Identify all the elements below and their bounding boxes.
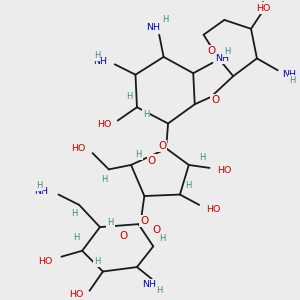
- Text: HO: HO: [38, 256, 52, 266]
- Text: NH: NH: [146, 23, 160, 32]
- Text: H: H: [199, 153, 205, 162]
- Text: NH: NH: [93, 57, 107, 66]
- Text: HO: HO: [98, 121, 112, 130]
- Text: NH: NH: [282, 70, 296, 79]
- Text: HO: HO: [69, 290, 84, 299]
- Text: H: H: [36, 181, 42, 190]
- Text: O: O: [140, 216, 148, 226]
- Text: HO: HO: [256, 4, 270, 13]
- Text: H: H: [143, 110, 149, 119]
- Text: H: H: [73, 233, 80, 242]
- Text: O: O: [211, 95, 220, 105]
- Text: O: O: [158, 141, 166, 151]
- Text: H: H: [94, 256, 100, 266]
- Text: NH: NH: [142, 280, 156, 289]
- Text: HO: HO: [217, 167, 231, 176]
- Text: HO: HO: [71, 144, 85, 153]
- Text: H: H: [162, 15, 168, 24]
- Text: O: O: [148, 155, 156, 166]
- Text: O: O: [152, 225, 160, 235]
- Text: H: H: [107, 218, 113, 227]
- Text: O: O: [119, 231, 128, 241]
- Text: H: H: [126, 92, 133, 101]
- Text: H: H: [224, 46, 230, 56]
- Text: H: H: [135, 150, 142, 159]
- Text: H: H: [156, 286, 162, 295]
- Text: O: O: [207, 46, 215, 56]
- Text: H: H: [72, 209, 78, 218]
- Text: H: H: [101, 175, 108, 184]
- Text: H: H: [94, 51, 100, 60]
- Text: HO: HO: [207, 205, 221, 214]
- Text: H: H: [289, 76, 296, 85]
- Text: NH: NH: [215, 54, 230, 63]
- Text: H: H: [159, 234, 165, 243]
- Text: H: H: [186, 181, 192, 190]
- Text: NH: NH: [34, 187, 48, 196]
